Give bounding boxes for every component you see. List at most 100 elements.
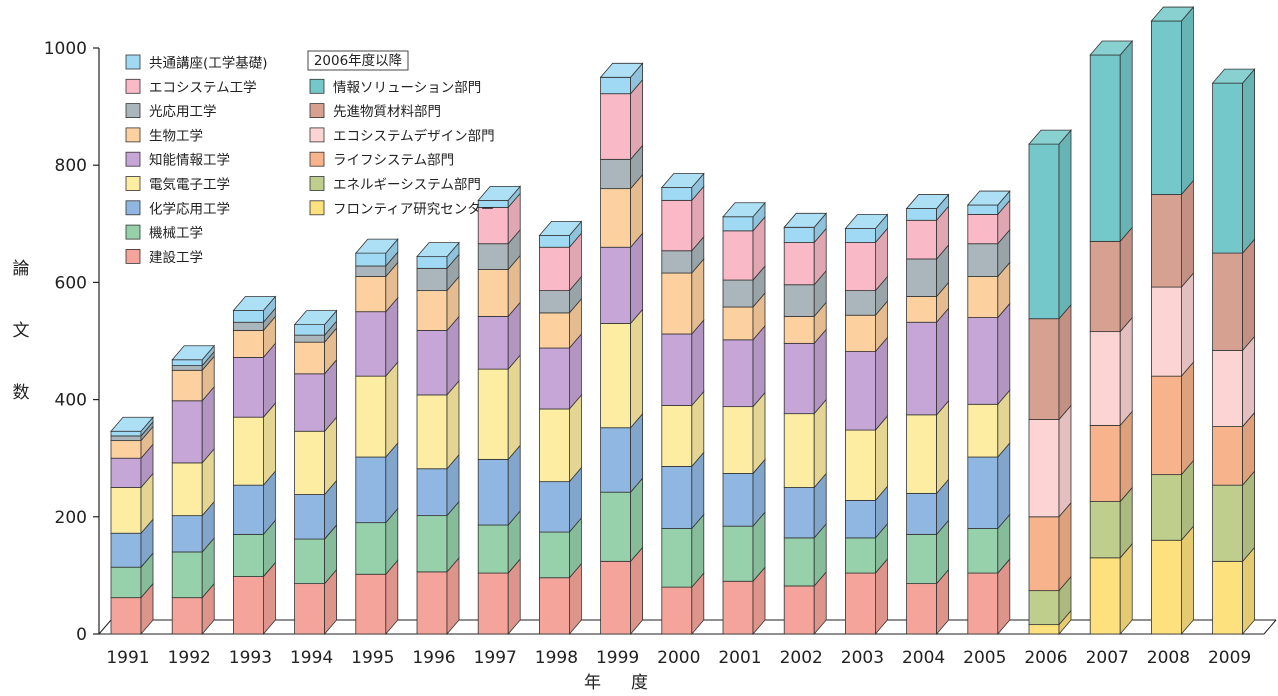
legend-swatch bbox=[125, 54, 141, 70]
legend-swatch bbox=[125, 248, 141, 264]
x-tick-label: 1992 bbox=[168, 648, 211, 668]
x-tick-label: 2007 bbox=[1086, 648, 1129, 668]
legend-item: 化学応用工学 bbox=[125, 200, 230, 217]
bar-top-face bbox=[844, 214, 889, 229]
bar-segment bbox=[416, 315, 460, 396]
bar-segment bbox=[110, 425, 154, 460]
bar-segment bbox=[783, 328, 827, 415]
x-tick-label: 2001 bbox=[718, 648, 761, 668]
bar-segment bbox=[232, 561, 276, 636]
bar-top-face bbox=[171, 345, 216, 361]
bar-segment bbox=[355, 296, 399, 378]
bar-segment bbox=[661, 451, 705, 530]
bar-segment bbox=[906, 399, 949, 495]
legend-label: ライフシステム部門 bbox=[333, 153, 454, 169]
bar-segment bbox=[845, 227, 888, 292]
legend-swatch bbox=[309, 127, 325, 143]
x-tick-label: 1994 bbox=[290, 648, 333, 668]
bar-segment bbox=[661, 185, 705, 252]
bar-segment bbox=[1151, 361, 1194, 476]
bar-segment bbox=[845, 336, 888, 432]
bar-segment bbox=[600, 308, 643, 429]
bar-segment bbox=[906, 568, 949, 636]
bar-segment bbox=[232, 342, 276, 419]
bar-stack-1996 bbox=[416, 241, 460, 636]
bar-segment bbox=[845, 485, 888, 539]
bar-segment bbox=[416, 453, 460, 517]
bar-segment bbox=[355, 361, 399, 459]
bar-segment bbox=[539, 297, 582, 350]
bar-segment bbox=[722, 511, 766, 583]
legend-label: 建設工学 bbox=[149, 250, 203, 266]
bar-segment bbox=[416, 556, 460, 636]
bar-top-face bbox=[1089, 40, 1134, 56]
legend-item: 情報ソリューション部門 bbox=[309, 78, 481, 96]
bar-stack-2000 bbox=[660, 172, 705, 636]
bar-segment bbox=[783, 570, 827, 636]
bar-segment bbox=[1028, 575, 1072, 626]
legend-swatch bbox=[125, 103, 141, 118]
bar-segment bbox=[171, 536, 215, 599]
bar-segment bbox=[416, 253, 460, 292]
legend-label: 知能情報工学 bbox=[149, 152, 230, 169]
legend-label: 光応用工学 bbox=[149, 104, 217, 120]
y-tick-label: 800 bbox=[55, 156, 87, 176]
bar-segment bbox=[783, 269, 827, 318]
bar-segment bbox=[1089, 316, 1133, 427]
bar-segment bbox=[232, 402, 276, 487]
legend-label: 機械工学 bbox=[149, 226, 203, 242]
bar-segment bbox=[416, 275, 460, 332]
legend-item: 建設工学 bbox=[125, 248, 203, 266]
bar-top-face bbox=[538, 221, 583, 236]
legend-item: 先進物質材料部門 bbox=[309, 103, 441, 120]
bar-stack-1999 bbox=[599, 62, 644, 636]
legend-swatch bbox=[125, 78, 141, 94]
bar-segment bbox=[416, 379, 460, 470]
bar-segment bbox=[967, 228, 1011, 278]
legend-note-text: 2006年度以降 bbox=[314, 53, 403, 69]
legend-swatch bbox=[125, 151, 141, 167]
legend-item: エコシステムデザイン部門 bbox=[309, 127, 495, 144]
bar-segment bbox=[110, 472, 154, 535]
bar-segment bbox=[477, 444, 521, 527]
x-tick-label: 1998 bbox=[535, 648, 578, 668]
x-axis-label: 年度 bbox=[584, 673, 678, 693]
bar-segment bbox=[783, 398, 827, 489]
bar-stack-1995 bbox=[354, 238, 399, 636]
bar-segment bbox=[477, 509, 521, 575]
bar-segment bbox=[1089, 486, 1133, 559]
bar-segment bbox=[783, 227, 827, 286]
legend-label: フロンティア研究センター bbox=[333, 201, 494, 217]
bar-segment bbox=[294, 523, 338, 585]
bar-segment bbox=[967, 199, 1011, 245]
bar-stack-2006 bbox=[1028, 129, 1072, 636]
bar-segment bbox=[722, 291, 766, 341]
x-tick-label: 1993 bbox=[229, 648, 272, 668]
bar-stack-1997 bbox=[477, 185, 522, 636]
bar-stack-2003 bbox=[844, 213, 889, 636]
bar-top-face bbox=[905, 194, 950, 209]
bar-segment bbox=[477, 301, 521, 371]
bar-segment bbox=[906, 478, 949, 536]
bar-segment bbox=[661, 513, 705, 589]
legend-swatch bbox=[309, 103, 325, 118]
bar-segment bbox=[661, 318, 705, 407]
bar-stack-1998 bbox=[538, 220, 583, 636]
bars: 1991 1992 1993 1994 1995 1996 1997 1998 1999 2000… bbox=[106, 5, 1256, 668]
bar-segment bbox=[845, 522, 888, 575]
legend-label: 生物工学 bbox=[149, 128, 203, 144]
legend-swatch bbox=[309, 200, 325, 216]
bar-segment bbox=[294, 568, 338, 636]
bar-segment bbox=[783, 472, 827, 539]
x-tick-label: 2004 bbox=[902, 648, 945, 668]
legend: 共通講座(工学基礎) エコシステム工学光応用工学生物工学知能情報工学電気電子工学化… bbox=[125, 50, 495, 266]
y-tick-label: 200 bbox=[55, 508, 87, 528]
legend-label: 化学応用工学 bbox=[149, 201, 230, 217]
x-tick-label: 2006 bbox=[1024, 648, 1067, 668]
bar-top-face bbox=[110, 416, 154, 432]
bar-segment bbox=[539, 466, 582, 534]
bar-segment bbox=[1212, 470, 1255, 563]
bar-segment bbox=[477, 254, 521, 318]
legend-item: ライフシステム部門 bbox=[309, 151, 454, 169]
bar-segment bbox=[171, 582, 215, 636]
